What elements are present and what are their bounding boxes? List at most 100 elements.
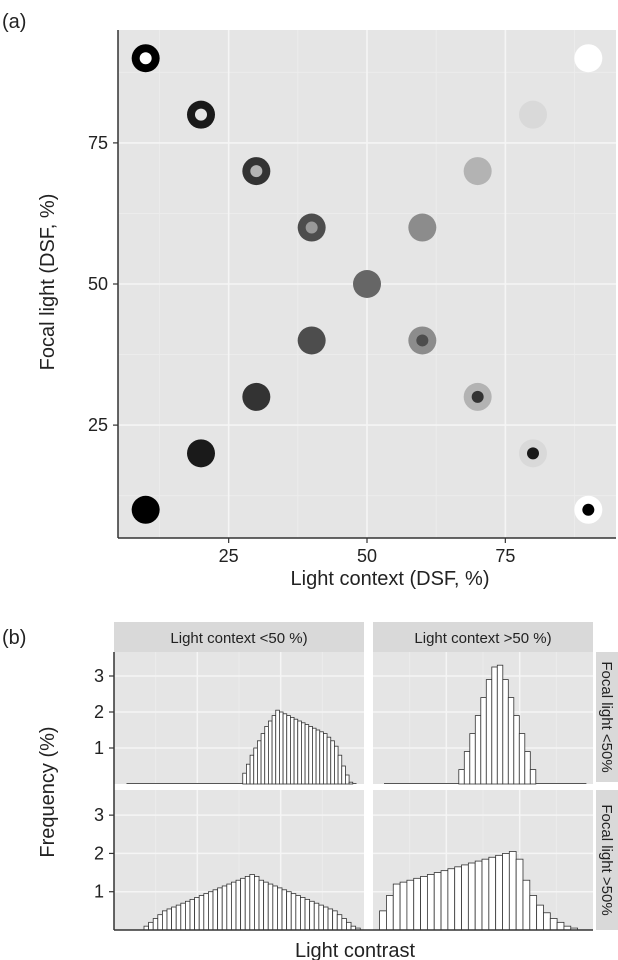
- scatter-y-ticks: 25 50 75: [88, 133, 118, 435]
- histogram-bar: [323, 906, 329, 931]
- scatter-point: [131, 495, 160, 524]
- histogram-bar: [293, 718, 299, 785]
- scatter-point: [519, 100, 547, 129]
- histogram-bar: [244, 876, 251, 931]
- histogram-bar: [319, 731, 324, 785]
- histogram-bar: [180, 902, 186, 931]
- histogram-y-axis-title: Frequency (%): [37, 726, 59, 857]
- histogram-bar: [513, 715, 520, 785]
- histogram-bar: [529, 895, 538, 931]
- scatter-x-tick-label: 50: [357, 546, 377, 566]
- scatter-x-axis-title: Light context (DSF, %): [291, 568, 490, 590]
- histogram-bar: [257, 740, 262, 785]
- histogram-bar: [246, 763, 251, 785]
- histogram-bar: [175, 904, 182, 931]
- histogram-bar: [522, 879, 531, 931]
- histogram-bar: [272, 885, 278, 931]
- scatter-y-axis-title: Focal light (DSF, %): [37, 194, 59, 371]
- histogram-bar: [231, 881, 237, 931]
- panel-label-a: (a): [2, 11, 26, 33]
- histogram-bar: [461, 864, 469, 931]
- histogram-bar: [268, 720, 273, 785]
- histogram-y-tick-label: 1: [94, 738, 104, 758]
- scatter-x-ticks: 25 50 75: [219, 538, 515, 566]
- histogram-bar: [467, 862, 476, 931]
- scatter-points: [131, 44, 603, 524]
- histogram-bar: [507, 697, 515, 785]
- histogram-y-tick-label: 3: [94, 666, 104, 686]
- histogram-bar: [337, 754, 343, 785]
- scatter-point-center: [139, 52, 152, 65]
- histogram-bar: [474, 715, 482, 785]
- panel-label-b: (b): [2, 627, 26, 649]
- histogram-bar: [240, 877, 246, 931]
- histogram-bar: [313, 902, 320, 931]
- histogram-bar: [318, 904, 324, 931]
- scatter-point: [187, 439, 215, 468]
- histogram-bar: [433, 872, 442, 931]
- histogram-bar: [203, 893, 209, 931]
- histogram-bar: [508, 851, 517, 931]
- histogram-bar: [217, 887, 223, 931]
- histogram-y-tick-label: 2: [94, 843, 104, 863]
- histogram-bar: [263, 881, 269, 931]
- histogram-bar: [304, 724, 310, 785]
- histogram-bar: [327, 908, 334, 931]
- histogram-bar: [260, 733, 266, 785]
- strip-label-focal-light-high: Focal light >50%: [598, 804, 615, 915]
- histogram-bar: [515, 858, 524, 931]
- scatter-point-center: [416, 334, 429, 347]
- histogram-bar: [420, 876, 428, 931]
- histogram-bar: [152, 918, 159, 931]
- scatter-point-center: [195, 108, 207, 121]
- histogram-bars: [126, 664, 587, 931]
- histogram-bar: [267, 883, 274, 931]
- histogram-bar: [157, 914, 163, 931]
- histogram-bar: [309, 900, 315, 931]
- scatter-point-center: [250, 165, 263, 178]
- scatter-x-tick-label: 75: [495, 546, 515, 566]
- histogram-bar: [171, 906, 177, 931]
- histogram-bar: [275, 709, 280, 785]
- histogram-bar: [253, 747, 258, 785]
- scatter-y-tick-label: 50: [88, 274, 108, 294]
- scatter-point-center: [582, 503, 595, 516]
- histogram-bar: [488, 856, 497, 931]
- strip-label-focal-light-low: Focal light <50%: [598, 661, 615, 772]
- histogram-bar: [346, 921, 352, 931]
- histogram-bar: [315, 729, 321, 785]
- histogram-bar: [162, 910, 168, 931]
- scatter-y-tick-label: 25: [88, 415, 108, 435]
- histogram-y-tick-label: 2: [94, 702, 104, 722]
- histogram-bar: [249, 754, 255, 785]
- histogram-bar: [226, 883, 232, 931]
- histogram-bar: [282, 713, 288, 785]
- histogram-bar: [481, 858, 490, 931]
- scatter-point: [297, 326, 326, 355]
- histogram-bar: [480, 697, 487, 785]
- histogram-bar: [399, 881, 408, 931]
- scatter-point: [463, 157, 492, 186]
- histogram-bar: [392, 883, 401, 931]
- histogram-bar: [549, 918, 558, 931]
- histogram-bar: [491, 666, 498, 785]
- histogram-bar: [379, 910, 387, 931]
- histogram-bar: [332, 910, 338, 931]
- histogram-bar: [469, 733, 476, 785]
- histogram-bar: [536, 904, 544, 931]
- scatter-x-tick-label: 25: [219, 546, 239, 566]
- histogram-bar: [264, 726, 269, 785]
- strip-label-light-context-low: Light context <50 %): [170, 630, 307, 647]
- histogram-bar: [277, 887, 283, 931]
- histogram-bar: [312, 727, 317, 785]
- histogram-bar: [258, 879, 265, 931]
- histogram-bar: [308, 726, 313, 785]
- strip-light-context-high: [373, 622, 593, 652]
- histogram-bar: [341, 765, 346, 785]
- histogram-bar: [300, 897, 306, 931]
- histogram-y-ticks: 1 2 3 1 2 3: [94, 666, 114, 902]
- histogram-bar: [249, 874, 255, 931]
- histogram-bar: [279, 711, 284, 785]
- histogram-bar: [194, 897, 200, 931]
- strip-focal-light-high: [596, 790, 618, 930]
